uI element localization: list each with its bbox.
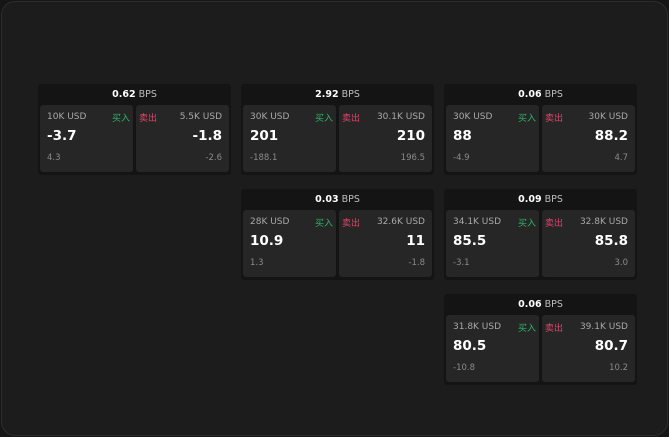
sell-label: 卖出 <box>342 114 361 124</box>
spread-header: 0.06 BPS <box>444 84 637 105</box>
sell-size: 30K USD <box>588 112 628 122</box>
buy-label: 买入 <box>517 219 536 229</box>
spread-unit: BPS <box>341 89 360 100</box>
spread-value: 0.06 <box>518 89 542 100</box>
buy-size: 31.8K USD <box>453 322 502 332</box>
sell-change: 3.0 <box>614 258 628 268</box>
buy-button[interactable]: 10K USD 买入 -3.7 4.3 <box>40 105 133 172</box>
buy-button[interactable]: 31.8K USD 买入 80.5 -10.8 <box>446 315 539 382</box>
spread-header: 0.03 BPS <box>241 189 434 210</box>
sell-price: 85.8 <box>594 233 628 249</box>
sell-price: 11 <box>406 233 425 249</box>
sell-size: 32.8K USD <box>579 217 628 227</box>
spread-header: 0.62 BPS <box>38 84 231 105</box>
spread-unit: BPS <box>544 89 563 100</box>
buy-change: 4.3 <box>47 153 61 163</box>
sell-price: 80.7 <box>594 338 628 354</box>
buy-button[interactable]: 30K USD 买入 201 -188.1 <box>243 105 336 172</box>
buy-label: 买入 <box>111 114 130 124</box>
quote-card: 2.92 BPS 30K USD 买入 201 -188.1 卖出 30.1K U… <box>241 84 434 175</box>
buy-price: -3.7 <box>47 128 77 144</box>
buy-label: 买入 <box>314 114 333 124</box>
sell-button[interactable]: 卖出 30K USD 88.2 4.7 <box>542 105 635 172</box>
buy-change: -188.1 <box>250 153 278 163</box>
sell-button[interactable]: 卖出 39.1K USD 80.7 10.2 <box>542 315 635 382</box>
buy-change: 1.3 <box>250 258 264 268</box>
sell-price: -1.8 <box>192 128 222 144</box>
spread-value: 0.09 <box>518 194 542 205</box>
buy-size: 28K USD <box>250 217 290 227</box>
spread-unit: BPS <box>544 299 563 310</box>
sell-price: 88.2 <box>594 128 628 144</box>
spread-unit: BPS <box>138 89 157 100</box>
quote-card: 0.06 BPS 30K USD 买入 88 -4.9 卖出 30K USD 88… <box>444 84 637 175</box>
sell-button[interactable]: 卖出 5.5K USD -1.8 -2.6 <box>136 105 229 172</box>
sell-button[interactable]: 卖出 30.1K USD 210 196.5 <box>339 105 432 172</box>
spread-header: 2.92 BPS <box>241 84 434 105</box>
spread-header: 0.06 BPS <box>444 294 637 315</box>
buy-size: 34.1K USD <box>453 217 502 227</box>
spread-value: 0.03 <box>315 194 339 205</box>
buy-size: 10K USD <box>47 112 87 122</box>
quote-card: 0.06 BPS 31.8K USD 买入 80.5 -10.8 卖出 39.1K… <box>444 294 637 385</box>
buy-price: 85.5 <box>453 233 487 249</box>
buy-button[interactable]: 28K USD 买入 10.9 1.3 <box>243 210 336 277</box>
sell-price: 210 <box>396 128 425 144</box>
buy-label: 买入 <box>517 114 536 124</box>
buy-price: 88 <box>453 128 472 144</box>
buy-label: 买入 <box>517 324 536 334</box>
quote-card: 0.03 BPS 28K USD 买入 10.9 1.3 卖出 32.6K USD… <box>241 189 434 280</box>
sell-button[interactable]: 卖出 32.8K USD 85.8 3.0 <box>542 210 635 277</box>
quote-card: 0.62 BPS 10K USD 买入 -3.7 4.3 卖出 5.5K USD … <box>38 84 231 175</box>
spread-value: 0.62 <box>112 89 136 100</box>
buy-size: 30K USD <box>453 112 493 122</box>
sell-label: 卖出 <box>545 324 564 334</box>
sell-change: 196.5 <box>400 153 425 163</box>
spread-value: 0.06 <box>518 299 542 310</box>
sell-change: -2.6 <box>205 153 222 163</box>
sell-button[interactable]: 卖出 32.6K USD 11 -1.8 <box>339 210 432 277</box>
sell-change: -1.8 <box>408 258 425 268</box>
spread-value: 2.92 <box>315 89 339 100</box>
quote-card: 0.09 BPS 34.1K USD 买入 85.5 -3.1 卖出 32.8K … <box>444 189 637 280</box>
sell-size: 32.6K USD <box>376 217 425 227</box>
spread-unit: BPS <box>544 194 563 205</box>
buy-price: 201 <box>250 128 279 144</box>
buy-label: 买入 <box>314 219 333 229</box>
sell-size: 30.1K USD <box>376 112 425 122</box>
buy-price: 80.5 <box>453 338 487 354</box>
buy-button[interactable]: 30K USD 买入 88 -4.9 <box>446 105 539 172</box>
sell-change: 4.7 <box>614 153 628 163</box>
sell-label: 卖出 <box>545 114 564 124</box>
buy-size: 30K USD <box>250 112 290 122</box>
buy-button[interactable]: 34.1K USD 买入 85.5 -3.1 <box>446 210 539 277</box>
sell-label: 卖出 <box>342 219 361 229</box>
sell-change: 10.2 <box>609 363 628 373</box>
sell-label: 卖出 <box>139 114 158 124</box>
spread-unit: BPS <box>341 194 360 205</box>
buy-price: 10.9 <box>250 233 284 249</box>
buy-change: -3.1 <box>453 258 470 268</box>
spread-header: 0.09 BPS <box>444 189 637 210</box>
buy-change: -4.9 <box>453 153 470 163</box>
sell-size: 5.5K USD <box>179 112 222 122</box>
sell-size: 39.1K USD <box>579 322 628 332</box>
sell-label: 卖出 <box>545 219 564 229</box>
buy-change: -10.8 <box>453 363 475 373</box>
